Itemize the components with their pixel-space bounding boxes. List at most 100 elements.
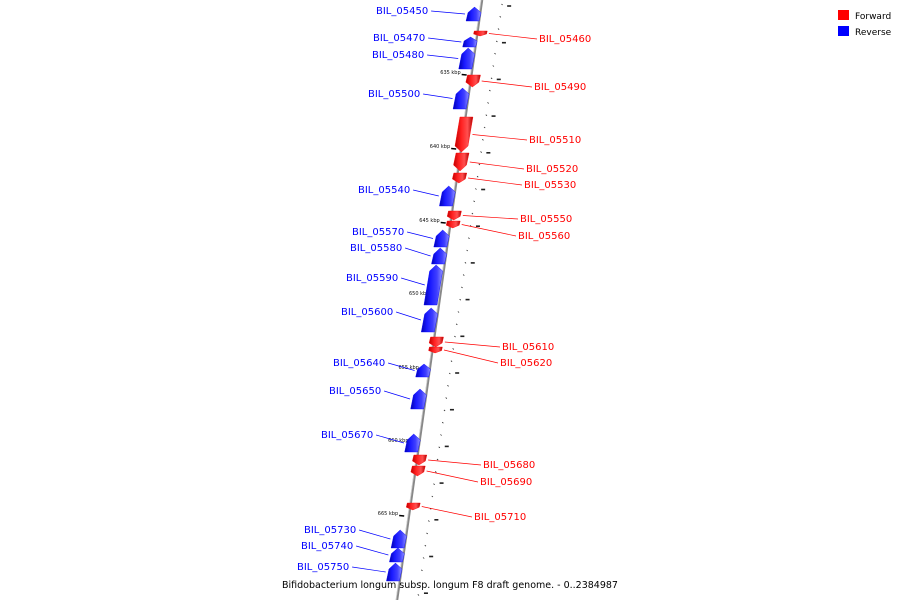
gene-glyph[interactable] [439, 185, 456, 207]
gene-glyph[interactable] [421, 307, 438, 333]
gene-bil-05730[interactable]: BIL_05730 [304, 525, 407, 549]
gene-label[interactable]: BIL_05530 [524, 180, 576, 191]
gene-glyph[interactable] [452, 172, 468, 184]
gene-label[interactable]: BIL_05470 [373, 33, 425, 44]
gene-leader-line [423, 93, 453, 99]
minor-tick [438, 446, 441, 449]
gene-label[interactable]: BIL_05540 [358, 185, 410, 196]
gene-glyph[interactable] [462, 36, 478, 48]
gene-label[interactable]: BIL_05490 [534, 82, 586, 93]
gene-label[interactable]: BIL_05610 [502, 342, 554, 353]
gene-bil-05650[interactable]: BIL_05650 [329, 386, 427, 410]
gene-glyph[interactable] [428, 346, 443, 354]
kbp-mark: 640 kbp [430, 144, 457, 150]
gene-label[interactable]: BIL_05620 [500, 358, 552, 369]
gene-glyph[interactable] [446, 210, 462, 221]
gene-leader-line [428, 37, 462, 43]
gene-glyph[interactable] [452, 87, 470, 110]
gene-leader-line [395, 311, 422, 321]
gene-label[interactable]: BIL_05670 [321, 430, 373, 441]
gene-bil-05490[interactable]: BIL_05490 [465, 74, 586, 93]
gene-bil-05600[interactable]: BIL_05600 [341, 307, 438, 333]
gene-bil-05680[interactable]: BIL_05680 [412, 454, 535, 471]
gene-bil-05560[interactable]: BIL_05560 [445, 220, 570, 242]
gene-track: BIL_05450 BIL_05460 BIL_05470 BIL_05480 BIL_… [297, 6, 592, 582]
gene-glyph[interactable] [423, 264, 443, 306]
gene-glyph[interactable] [386, 562, 403, 582]
minor-tick [450, 360, 453, 363]
gene-label[interactable]: BIL_05600 [341, 307, 393, 318]
gene-glyph[interactable] [410, 465, 426, 477]
gene-glyph[interactable] [473, 30, 488, 37]
kbp-tick [461, 73, 467, 76]
gene-bil-05510[interactable]: BIL_05510 [454, 116, 581, 153]
gene-label[interactable]: BIL_05710 [474, 512, 526, 523]
minor-tick [485, 114, 488, 117]
gene-leader-line [401, 277, 425, 286]
gene-glyph[interactable] [431, 247, 447, 265]
gene-bil-05690[interactable]: BIL_05690 [410, 465, 532, 488]
gene-label[interactable]: BIL_05580 [350, 243, 402, 254]
gene-bil-05530[interactable]: BIL_05530 [452, 172, 576, 191]
gene-glyph[interactable] [465, 6, 482, 22]
gene-bil-05640[interactable]: BIL_05640 [333, 358, 431, 378]
gene-leader-line [388, 362, 415, 371]
gene-glyph[interactable] [404, 433, 421, 453]
tick-marks [417, 3, 512, 596]
gene-glyph[interactable] [453, 152, 470, 172]
gene-label[interactable]: BIL_05740 [301, 541, 353, 552]
gene-glyph[interactable] [465, 74, 481, 88]
gene-glyph[interactable] [454, 116, 474, 153]
gene-label[interactable]: BIL_05520 [526, 164, 578, 175]
gene-bil-05670[interactable]: BIL_05670 [321, 430, 421, 453]
gene-glyph[interactable] [428, 336, 444, 348]
gene-label[interactable]: BIL_05560 [518, 231, 570, 242]
gene-leader-line [468, 177, 523, 186]
gene-bil-05460[interactable]: BIL_05460 [473, 30, 592, 45]
gene-bil-05610[interactable]: BIL_05610 [428, 336, 554, 353]
gene-bil-05550[interactable]: BIL_05550 [446, 210, 572, 225]
gene-label[interactable]: BIL_05750 [297, 562, 349, 573]
gene-label[interactable]: BIL_05650 [329, 386, 381, 397]
gene-label[interactable]: BIL_05450 [376, 6, 428, 17]
gene-glyph[interactable] [412, 454, 428, 466]
gene-bil-05520[interactable]: BIL_05520 [453, 152, 579, 175]
gene-label[interactable]: BIL_05480 [372, 50, 424, 61]
minor-tick [433, 483, 435, 486]
gene-bil-05500[interactable]: BIL_05500 [368, 87, 470, 110]
gene-label[interactable]: BIL_05690 [480, 477, 532, 488]
gene-bil-05620[interactable]: BIL_05620 [428, 346, 553, 369]
gene-glyph[interactable] [389, 547, 405, 563]
gene-label[interactable]: BIL_05500 [368, 89, 420, 100]
kbp-label: 640 kbp [430, 144, 450, 150]
gene-label[interactable]: BIL_05510 [529, 135, 581, 146]
gene-glyph[interactable] [458, 47, 475, 70]
gene-glyph[interactable] [433, 229, 450, 248]
gene-label[interactable]: BIL_05730 [304, 525, 356, 536]
gene-label[interactable]: BIL_05590 [346, 273, 398, 284]
gene-bil-05750[interactable]: BIL_05750 [297, 562, 403, 582]
gene-bil-05480[interactable]: BIL_05480 [372, 47, 475, 70]
gene-label[interactable]: BIL_05570 [352, 227, 404, 238]
gene-bil-05450[interactable]: BIL_05450 [376, 6, 482, 22]
gene-label[interactable]: BIL_05680 [483, 460, 535, 471]
gene-glyph[interactable] [415, 363, 431, 378]
gene-label[interactable]: BIL_05550 [520, 214, 572, 225]
gene-bil-05570[interactable]: BIL_05570 [352, 227, 450, 248]
gene-bil-05580[interactable]: BIL_05580 [350, 243, 447, 265]
gene-bil-05540[interactable]: BIL_05540 [358, 185, 456, 207]
gene-bil-05740[interactable]: BIL_05740 [301, 541, 405, 563]
gene-glyph[interactable] [445, 220, 461, 229]
minor-tick [468, 237, 470, 240]
gene-bil-05590[interactable]: BIL_05590 [346, 264, 443, 306]
gene-bil-05470[interactable]: BIL_05470 [373, 33, 478, 48]
gene-glyph[interactable] [390, 529, 407, 549]
gene-glyph[interactable] [410, 388, 427, 410]
gene-bil-05710[interactable]: BIL_05710 [406, 502, 526, 523]
gene-glyph[interactable] [406, 502, 421, 511]
minor-tick [417, 594, 420, 596]
gene-leader-line [472, 134, 528, 141]
gene-label[interactable]: BIL_05460 [539, 34, 591, 45]
gene-label[interactable]: BIL_05640 [333, 358, 385, 369]
